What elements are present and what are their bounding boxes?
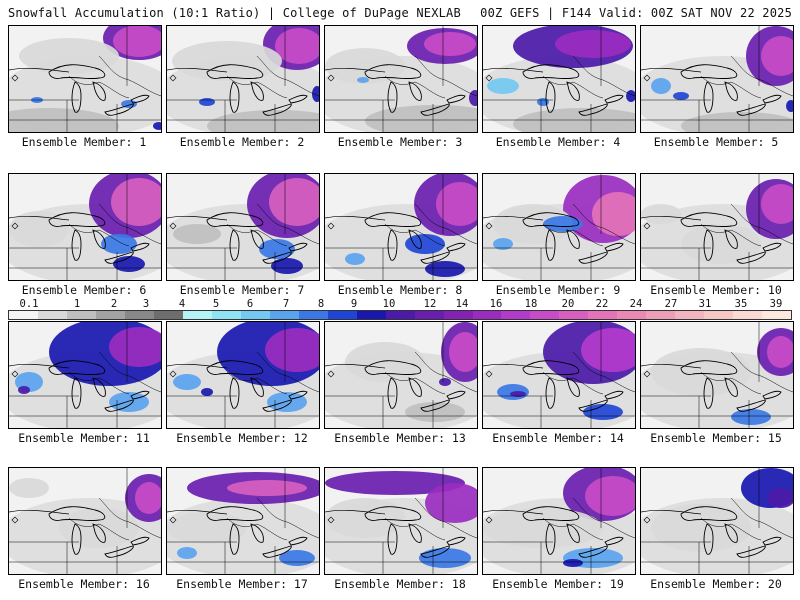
ensemble-map-panel	[324, 173, 478, 281]
colorbar-tick-label: 10	[382, 298, 396, 310]
colorbar-tick-label: 3	[142, 298, 150, 310]
colorbar-tick-label: 9	[350, 298, 358, 310]
colorbar-tick-label: 0.1	[19, 298, 39, 310]
colorbar-tick-label: 6	[246, 298, 254, 310]
colorbar-tick-label: 5	[212, 298, 220, 310]
colorbar-tick-label: 35	[734, 298, 748, 310]
colorbar-swatch	[240, 311, 270, 319]
colorbar-swatch	[704, 311, 734, 319]
colorbar-tick-label: 20	[561, 298, 575, 310]
ensemble-map-panel	[640, 467, 794, 575]
colorbar-swatch	[501, 311, 531, 319]
colorbar-tick-label: 39	[769, 298, 783, 310]
ensemble-member-label: Ensemble Member: 10	[650, 283, 782, 297]
ensemble-member-label: Ensemble Member: 11	[18, 431, 150, 445]
colorbar-swatch	[646, 311, 676, 319]
ensemble-map-panel	[166, 321, 320, 429]
colorbar-swatch	[530, 311, 560, 319]
colorbar-tick-label: 31	[698, 298, 712, 310]
ensemble-member-label: Ensemble Member: 2	[179, 135, 305, 149]
ensemble-member-label: Ensemble Member: 5	[653, 135, 779, 149]
colorbar-swatch	[9, 311, 38, 319]
ensemble-member-label: Ensemble Member: 14	[492, 431, 624, 445]
ensemble-map-panel	[324, 467, 478, 575]
colorbar-tick-label: 27	[664, 298, 678, 310]
colorbar-tick-label: 12	[423, 298, 437, 310]
ensemble-member-label: Ensemble Member: 3	[337, 135, 463, 149]
ensemble-map-panel	[166, 173, 320, 281]
colorbar-swatch	[414, 311, 444, 319]
ensemble-map-panel	[8, 173, 162, 281]
ensemble-map-panel	[482, 321, 636, 429]
ensemble-map-panel	[324, 321, 478, 429]
ensemble-map-panel	[8, 467, 162, 575]
ensemble-map-panel	[640, 25, 794, 133]
ensemble-member-label: Ensemble Member: 18	[334, 577, 466, 591]
ensemble-member-label: Ensemble Member: 13	[334, 431, 466, 445]
colorbar-tick-label: 4	[178, 298, 186, 310]
colorbar-tick-label: 16	[489, 298, 503, 310]
ensemble-member-label: Ensemble Member: 7	[179, 283, 305, 297]
ensemble-member-label: Ensemble Member: 16	[18, 577, 150, 591]
snowfall-colorbar: 0.1 1 2 3 4 5 6 7 8 9 10 12 14 16 18 20 22 24 27 31 35 39	[8, 298, 792, 322]
model-run-info: 00Z GEFS | F144 Valid: 00Z SAT NOV 22 20…	[480, 6, 792, 20]
colorbar-swatch	[211, 311, 241, 319]
chart-title: Snowfall Accumulation (10:1 Ratio) | Col…	[8, 6, 461, 20]
colorbar-swatch	[617, 311, 647, 319]
colorbar-tick-label: 2	[110, 298, 118, 310]
ensemble-map-panel	[482, 173, 636, 281]
colorbar-swatch	[66, 311, 96, 319]
colorbar-swatch	[675, 311, 705, 319]
ensemble-member-label: Ensemble Member: 1	[21, 135, 147, 149]
ensemble-member-label: Ensemble Member: 17	[176, 577, 308, 591]
colorbar-swatch	[37, 311, 67, 319]
colorbar-tick-label: 18	[524, 298, 538, 310]
ensemble-map-panel	[166, 467, 320, 575]
ensemble-member-label: Ensemble Member: 6	[21, 283, 147, 297]
colorbar-swatch	[153, 311, 183, 319]
colorbar-swatch	[124, 311, 154, 319]
ensemble-map-panel	[482, 25, 636, 133]
colorbar-swatch	[95, 311, 125, 319]
colorbar-swatch	[327, 311, 357, 319]
colorbar-swatch	[298, 311, 328, 319]
colorbar-tick-label: 8	[317, 298, 325, 310]
colorbar-swatch	[182, 311, 212, 319]
ensemble-map-panel	[8, 25, 162, 133]
ensemble-map-panel	[8, 321, 162, 429]
colorbar-swatch	[472, 311, 502, 319]
colorbar-swatch	[269, 311, 299, 319]
ensemble-member-label: Ensemble Member: 9	[495, 283, 621, 297]
colorbar-swatch	[762, 311, 792, 319]
colorbar-swatch	[385, 311, 415, 319]
ensemble-member-label: Ensemble Member: 15	[650, 431, 782, 445]
colorbar-swatch	[733, 311, 763, 319]
ensemble-member-label: Ensemble Member: 20	[650, 577, 782, 591]
colorbar-tick-label: 1	[73, 298, 81, 310]
ensemble-map-panel	[166, 25, 320, 133]
ensemble-member-label: Ensemble Member: 4	[495, 135, 621, 149]
colorbar-tick-label: 22	[595, 298, 609, 310]
ensemble-member-label: Ensemble Member: 12	[176, 431, 308, 445]
colorbar-tick-label: 7	[282, 298, 290, 310]
ensemble-member-label: Ensemble Member: 19	[492, 577, 624, 591]
colorbar-tick-label: 14	[455, 298, 469, 310]
colorbar-swatch	[588, 311, 618, 319]
ensemble-map-panel	[640, 321, 794, 429]
colorbar-swatches	[8, 310, 792, 320]
colorbar-tick-label: 24	[629, 298, 643, 310]
ensemble-map-panel	[324, 25, 478, 133]
colorbar-swatch	[443, 311, 473, 319]
ensemble-map-panel	[482, 467, 636, 575]
ensemble-map-panel	[640, 173, 794, 281]
colorbar-swatch	[559, 311, 589, 319]
ensemble-member-label: Ensemble Member: 8	[337, 283, 463, 297]
colorbar-swatch	[356, 311, 386, 319]
